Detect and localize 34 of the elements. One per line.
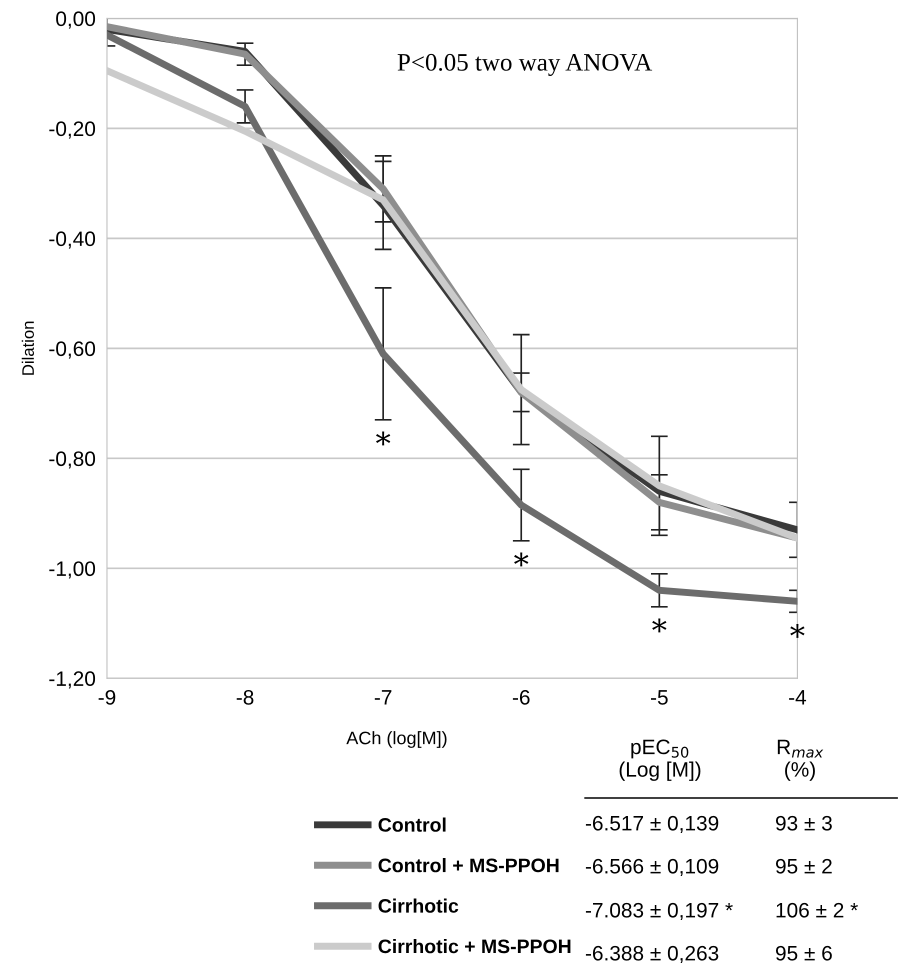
y-tick-label: -0,20 (49, 121, 96, 139)
text: -6.388 ± 0,263 (586, 946, 718, 964)
x-axis-title: ACh (log[M]) (346, 731, 447, 748)
y-axis-title: Dilation (22, 322, 34, 375)
x-tick-label: -9 (98, 690, 116, 705)
x-tick-label: -8 (236, 690, 254, 705)
legend-label: Cirrhotic + MS-PPOH (378, 938, 570, 954)
legend-label: Control + MS-PPOH (378, 858, 558, 872)
text: 95 ± 2 (776, 858, 832, 874)
x-tick-label: -6 (512, 690, 530, 705)
y-tick-label: -0,60 (49, 341, 96, 359)
x-tick-label: -4 (789, 690, 806, 705)
annotation: * (376, 431, 390, 446)
y-tick-label: -1,20 (49, 671, 96, 689)
text: 106 ± 2 * (776, 902, 858, 918)
x-tick-label: -7 (374, 690, 392, 705)
text: -6.566 ± 0,109 (586, 858, 718, 876)
annotation: * (514, 552, 528, 566)
legend-label: Cirrhotic (378, 898, 458, 913)
annotation: * (652, 618, 666, 632)
y-tick-label: -1,00 (49, 561, 96, 579)
annotation: P<0.05 two way ANOVA (398, 54, 652, 76)
annotation: * (790, 624, 805, 638)
text: -7.083 ± 0,197 * (586, 902, 733, 920)
y-tick-label: -0,80 (49, 451, 96, 469)
y-tick-label: 0,00 (56, 11, 96, 29)
y-tick-label: -0,40 (49, 231, 96, 249)
text: -6.517 ± 0,139 (586, 816, 718, 834)
legend-label: Control (378, 818, 446, 832)
text: R$_{max}$ (%) (778, 740, 824, 781)
text: 93 ± 3 (776, 816, 832, 831)
text: pEC$_{50}$ (Log [M]) (620, 740, 700, 781)
x-tick-label: -5 (650, 690, 668, 705)
text: 95 ± 6 (776, 946, 832, 961)
